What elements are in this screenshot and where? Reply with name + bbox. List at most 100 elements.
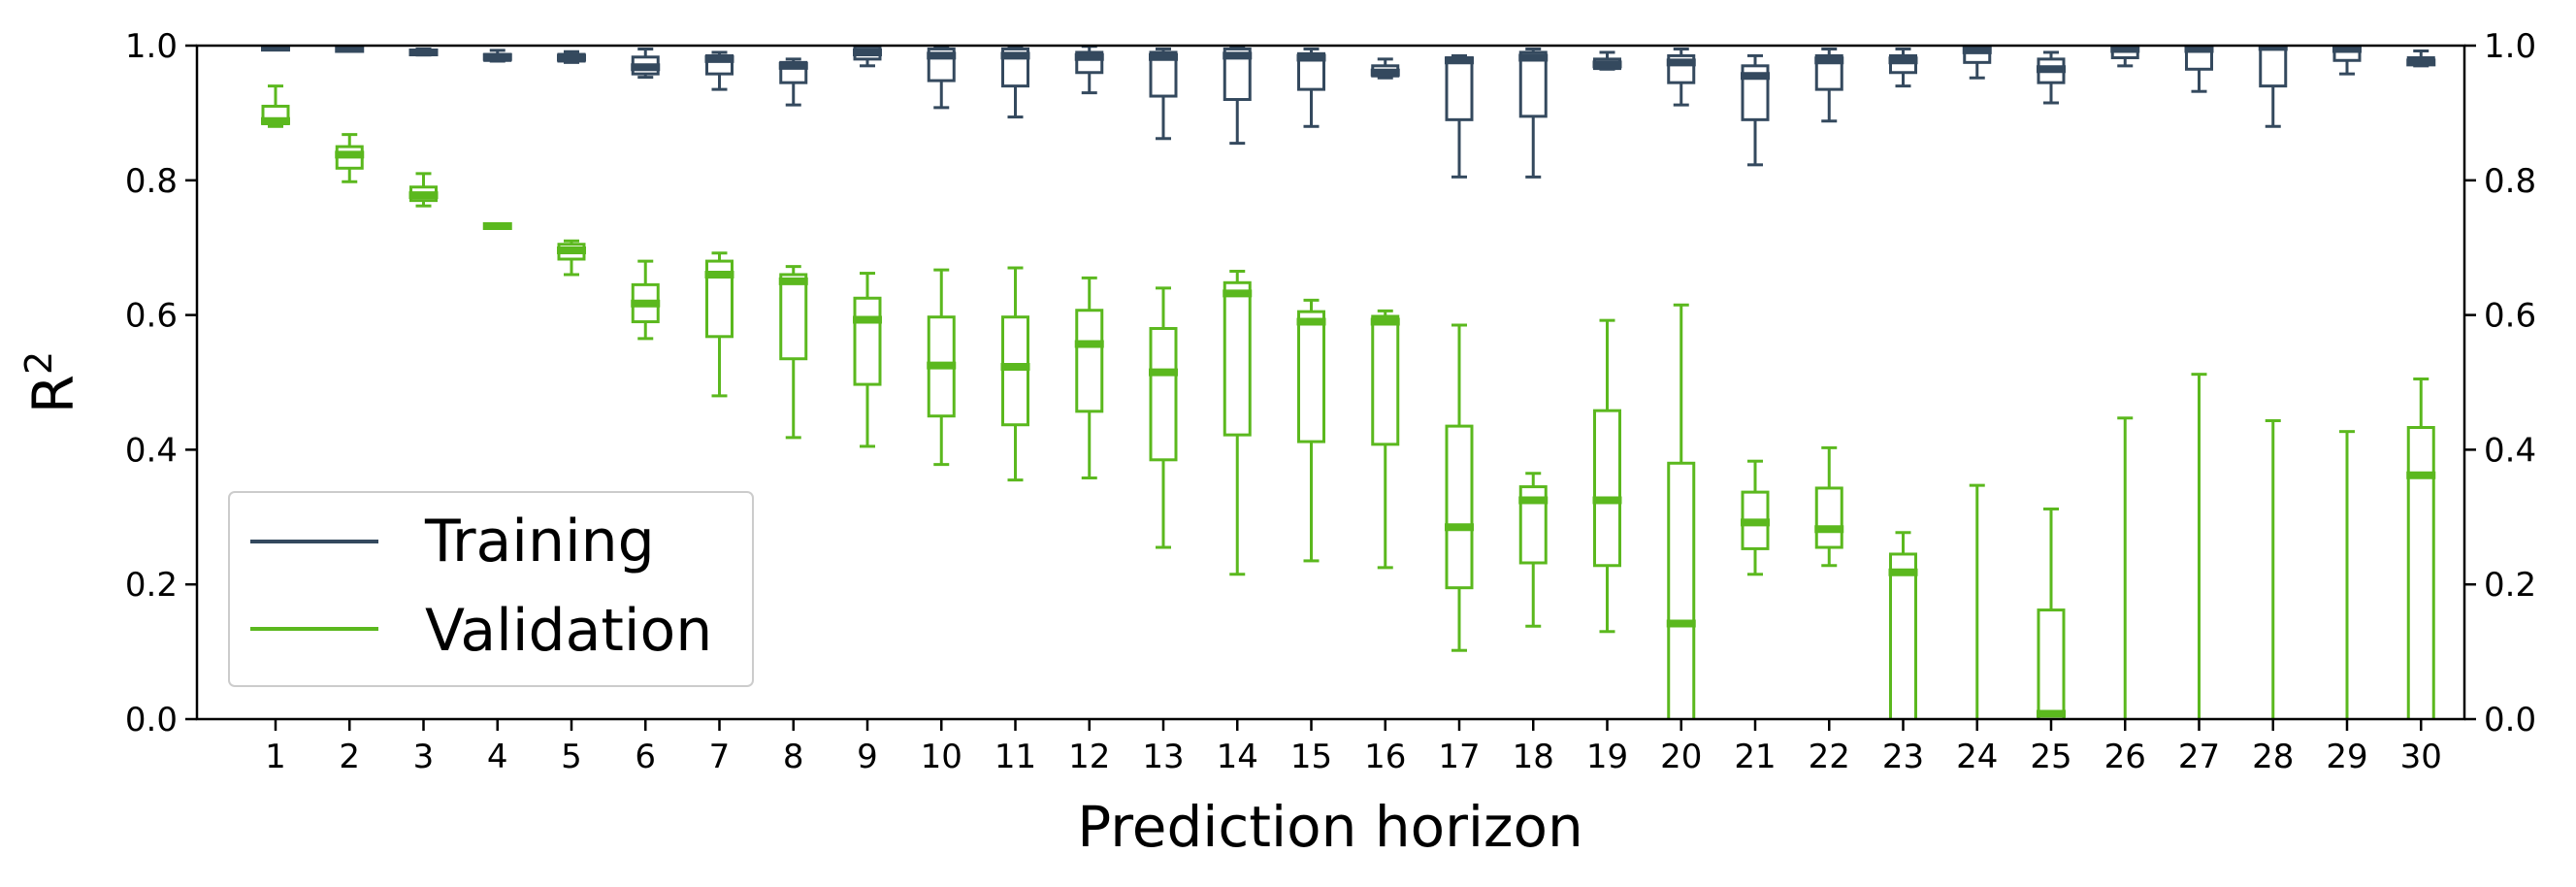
y-tick-label-left: 0.4 (125, 431, 178, 470)
validation-box-20 (1666, 303, 1696, 719)
validation-box-4 (482, 221, 512, 230)
y-tick-label-left: 0.2 (125, 566, 178, 605)
validation-iqr-box (853, 296, 882, 386)
training-box-21 (1741, 53, 1770, 167)
training-box-12 (1074, 46, 1104, 95)
validation-box-21 (1741, 459, 1770, 576)
training-iqr-box (1445, 55, 1474, 121)
validation-iqr-box (1445, 424, 1474, 590)
x-tick-label: 4 (487, 738, 508, 776)
validation-iqr-box (1371, 314, 1400, 446)
validation-box-14 (1223, 269, 1253, 576)
training-box-20 (1666, 47, 1696, 107)
training-iqr-box (2259, 46, 2288, 88)
validation-box-26 (2117, 416, 2134, 719)
x-tick-label: 6 (635, 738, 656, 776)
y-tick-label-right: 0.8 (2484, 162, 2536, 201)
training-box-4 (482, 49, 512, 63)
x-tick-label: 11 (995, 738, 1036, 776)
training-box-23 (1888, 47, 1918, 88)
x-tick-label: 18 (1513, 738, 1554, 776)
x-tick-label: 9 (857, 738, 878, 776)
x-tick-label: 3 (413, 738, 435, 776)
training-box-9 (853, 46, 882, 68)
validation-iqr-box (1889, 552, 1917, 719)
validation-box-16 (1370, 309, 1400, 570)
y-tick-label-left: 0.8 (125, 162, 178, 201)
training-box-16 (1370, 57, 1400, 80)
validation-box-9 (853, 272, 882, 448)
y-tick-label-right: 1.0 (2484, 27, 2536, 66)
training-box-3 (408, 47, 439, 57)
training-box-5 (557, 49, 586, 64)
validation-box-17 (1445, 323, 1474, 652)
x-tick-label: 26 (2104, 738, 2146, 776)
legend-training-label: Training (424, 508, 655, 575)
training-box-19 (1592, 50, 1622, 71)
validation-box-5 (557, 239, 586, 277)
x-tick-label: 17 (1438, 738, 1480, 776)
validation-box-28 (2265, 419, 2281, 719)
training-box-11 (1000, 46, 1030, 119)
x-tick-label: 20 (1660, 738, 1702, 776)
y-tick-label-right: 0.2 (2484, 566, 2536, 605)
x-tick-label: 7 (709, 738, 731, 776)
y-tick-label-left: 0.0 (125, 701, 178, 739)
x-tick-label: 12 (1068, 738, 1110, 776)
x-tick-label: 28 (2252, 738, 2294, 776)
validation-iqr-box (1593, 409, 1621, 568)
validation-box-1 (261, 84, 290, 128)
validation-iqr-box (1814, 486, 1843, 549)
validation-box-27 (2191, 373, 2207, 719)
validation-box-24 (1969, 483, 1985, 719)
validation-box-2 (335, 133, 365, 183)
x-tick-label: 2 (339, 738, 360, 776)
x-tick-label: 24 (1956, 738, 1998, 776)
y-axis-title-superscript: 2 (17, 351, 60, 375)
x-tick-label: 25 (2030, 738, 2071, 776)
validation-iqr-box (1297, 310, 1325, 444)
x-tick-label: 30 (2400, 738, 2442, 776)
x-tick-label: 14 (1217, 738, 1258, 776)
validation-iqr-box (1001, 315, 1029, 427)
plot-frame (195, 44, 2466, 721)
legend-validation-label: Validation (425, 597, 712, 665)
x-tick-label: 1 (265, 738, 286, 776)
y-tick-label-right: 0.6 (2484, 297, 2536, 336)
x-tick-label: 13 (1142, 738, 1184, 776)
training-box-27 (2184, 46, 2214, 93)
validation-box-30 (2406, 378, 2436, 719)
validation-box-10 (927, 268, 957, 467)
training-box-18 (1518, 47, 1549, 179)
y-axis-title: R2 (17, 351, 86, 414)
validation-box-13 (1149, 286, 1178, 549)
validation-box-29 (2339, 430, 2355, 719)
x-tick-label: 5 (561, 738, 582, 776)
x-tick-label: 19 (1586, 738, 1628, 776)
legend: Training Validation (228, 491, 754, 687)
training-box-22 (1814, 47, 1844, 123)
training-box-17 (1445, 53, 1474, 179)
training-box-25 (2037, 50, 2066, 105)
validation-box-22 (1814, 445, 1844, 568)
training-box-26 (2110, 46, 2140, 68)
validation-box-15 (1296, 298, 1326, 563)
training-box-8 (778, 57, 808, 107)
x-tick-label: 16 (1364, 738, 1406, 776)
y-tick-label-right: 0.0 (2484, 701, 2536, 739)
validation-box-18 (1518, 472, 1549, 628)
y-axis-title-base: R (20, 375, 86, 413)
x-tick-label: 15 (1290, 738, 1332, 776)
validation-iqr-box (1667, 461, 1696, 719)
y-tick-label-right: 0.4 (2484, 431, 2536, 470)
validation-box-23 (1888, 531, 1918, 719)
x-axis-title: Prediction horizon (1077, 794, 1582, 860)
validation-iqr-box (1223, 280, 1252, 437)
x-tick-label: 8 (783, 738, 804, 776)
validation-box-12 (1074, 276, 1104, 480)
validation-box-3 (408, 172, 439, 208)
validation-iqr-box (1149, 326, 1178, 462)
validation-box-19 (1592, 318, 1622, 634)
plot-area (261, 46, 2436, 719)
y-tick-label-left: 1.0 (125, 27, 178, 66)
